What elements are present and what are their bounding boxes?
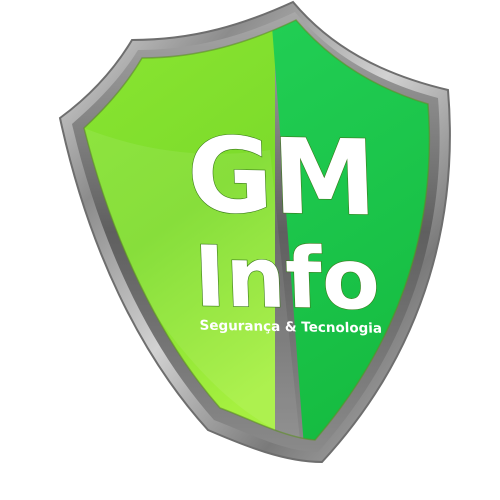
shield-right-face [270,20,430,440]
logo-line-gm: GM [185,114,378,239]
logo-wordmark: GM Info Segurança & Tecnologia [185,114,383,337]
logo-tagline: Segurança & Tecnologia [199,318,382,337]
logo-line-info: Info [193,227,382,328]
shield-face-outline [83,19,431,441]
shield-sheen [84,128,300,440]
